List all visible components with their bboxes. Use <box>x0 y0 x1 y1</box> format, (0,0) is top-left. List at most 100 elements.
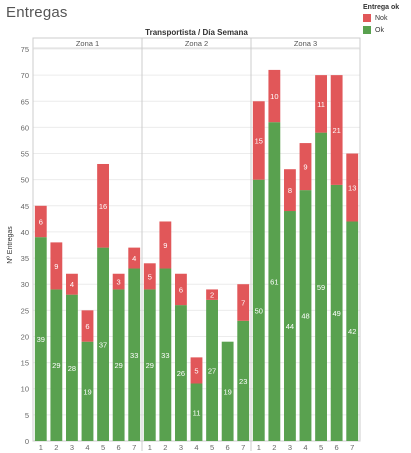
bar-label-ok: 29 <box>52 361 60 370</box>
legend-label-ok: Ok <box>375 26 384 34</box>
bar-ok <box>268 122 281 441</box>
bar-ok <box>97 247 109 441</box>
x-tick-label: 7 <box>132 443 136 452</box>
bar-nok <box>81 310 94 342</box>
bar-ok <box>237 320 250 441</box>
bar-ok <box>190 383 203 441</box>
y-tick-label: 20 <box>21 332 29 341</box>
x-tick-label: 4 <box>194 443 198 452</box>
zone-label: Zona 1 <box>76 39 99 48</box>
bar-ok <box>175 305 187 441</box>
y-axis-label: Nº Entregas <box>7 226 14 264</box>
bar-nok <box>268 69 281 123</box>
bar-label-nok: 7 <box>241 298 245 307</box>
bar-label-nok: 15 <box>255 136 263 145</box>
y-tick-label: 75 <box>21 45 29 54</box>
legend-swatch-ok <box>363 26 371 34</box>
bar-label-ok: 42 <box>348 327 356 336</box>
x-tick-label: 2 <box>54 443 58 452</box>
bar-label-nok: 8 <box>288 186 292 195</box>
bar-nok <box>346 153 359 222</box>
bar-label-nok: 21 <box>332 126 340 135</box>
bar-label-ok: 19 <box>223 387 231 396</box>
bar-nok <box>34 205 47 238</box>
bar-label-nok: 10 <box>270 92 278 101</box>
bar-ok <box>206 299 218 441</box>
bar-nok <box>252 101 265 180</box>
bar-label-ok: 48 <box>301 312 309 321</box>
bar-label-ok: 11 <box>193 408 201 417</box>
page-title: Entregas <box>6 4 68 21</box>
legend-label-nok: Nok <box>375 14 388 22</box>
bar-label-nok: 13 <box>348 184 356 193</box>
bar-label-nok: 9 <box>163 241 167 250</box>
x-tick-label: 5 <box>319 443 323 452</box>
y-tick-label: 65 <box>21 97 29 106</box>
y-tick-label: 40 <box>21 228 29 237</box>
y-tick-label: 15 <box>21 359 29 368</box>
y-tick-label: 60 <box>21 123 29 132</box>
chart-title: Transportista / Día Semana <box>145 28 248 37</box>
x-tick-label: 7 <box>241 443 245 452</box>
x-tick-label: 3 <box>179 443 183 452</box>
bar-label-nok: 9 <box>303 163 307 172</box>
bar-label-ok: 19 <box>83 387 91 396</box>
y-tick-label: 45 <box>21 202 29 211</box>
bar-nok <box>112 273 125 290</box>
bar-label-ok: 33 <box>161 351 169 360</box>
y-tick-label: 25 <box>21 306 29 315</box>
y-tick-label: 5 <box>25 411 29 420</box>
x-tick-label: 1 <box>39 443 43 452</box>
y-tick-label: 35 <box>21 254 29 263</box>
bar-label-ok: 28 <box>68 364 76 373</box>
bar-label-nok: 11 <box>317 100 325 109</box>
bar-label-nok: 3 <box>117 278 121 287</box>
bar-label-nok: 6 <box>179 285 183 294</box>
x-tick-label: 4 <box>85 443 89 452</box>
bar-nok <box>190 357 203 384</box>
bar-ok <box>299 190 312 441</box>
bar-ok <box>330 184 343 442</box>
x-tick-label: 3 <box>70 443 74 452</box>
bar-label-ok: 44 <box>286 322 294 331</box>
bar-label-ok: 37 <box>99 340 107 349</box>
bar-nok <box>143 263 156 290</box>
bar-nok <box>237 284 250 321</box>
bar-nok <box>330 75 343 185</box>
x-tick-label: 5 <box>101 443 105 452</box>
x-tick-label: 5 <box>210 443 214 452</box>
legend-item-nok[interactable]: Nok <box>363 14 411 22</box>
bar-label-ok: 29 <box>146 361 154 370</box>
bar-ok <box>315 132 327 442</box>
bar-nok <box>175 273 187 306</box>
x-tick-label: 6 <box>117 443 121 452</box>
legend-item-ok[interactable]: Ok <box>363 26 411 34</box>
bar-ok <box>284 211 296 441</box>
bar-label-ok: 49 <box>332 309 340 318</box>
bar-label-ok: 50 <box>255 306 263 315</box>
bar-ok <box>112 289 125 441</box>
bar-label-ok: 59 <box>317 283 325 292</box>
legend-title: Entrega ok <box>363 4 400 11</box>
x-tick-label: 1 <box>148 443 152 452</box>
bar-label-nok: 6 <box>85 322 89 331</box>
bar-nok <box>206 289 218 300</box>
y-tick-label: 0 <box>25 437 29 446</box>
bar-label-nok: 4 <box>70 280 74 289</box>
bar-ok <box>66 294 78 441</box>
bar-nok <box>159 221 172 269</box>
zone-label: Zona 2 <box>185 39 208 48</box>
legend: Entrega ok Nok Ok <box>363 4 411 38</box>
bar-ok <box>252 179 265 441</box>
x-tick-label: 6 <box>335 443 339 452</box>
bar-label-nok: 5 <box>194 366 198 375</box>
bar-label-ok: 61 <box>270 278 278 287</box>
y-tick-label: 50 <box>21 176 29 185</box>
zone-label: Zona 3 <box>294 39 317 48</box>
bar-label-ok: 33 <box>130 351 138 360</box>
bar-nok <box>128 247 141 269</box>
x-tick-label: 6 <box>226 443 230 452</box>
x-tick-label: 7 <box>350 443 354 452</box>
legend-swatch-nok <box>363 14 371 22</box>
bar-ok <box>143 289 156 441</box>
